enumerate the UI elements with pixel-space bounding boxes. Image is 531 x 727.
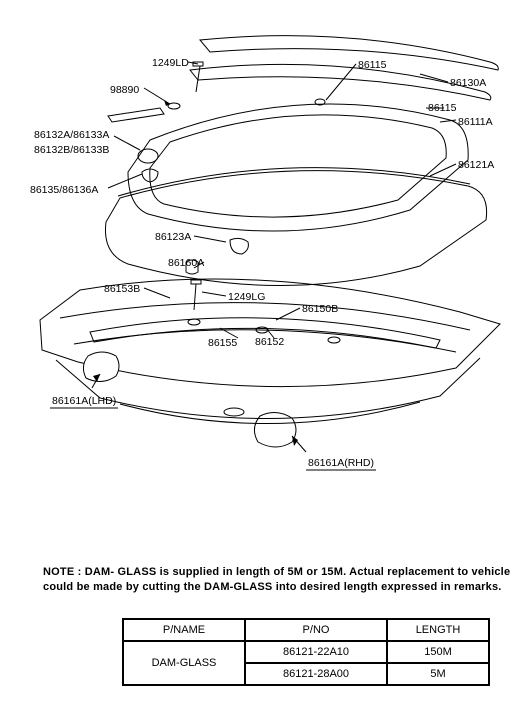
cell-pno-2: 86121-28A00 — [245, 663, 387, 685]
col-pname: P/NAME — [123, 619, 245, 641]
callout-98890: 98890 — [110, 85, 139, 97]
callout-86155: 86155 — [208, 338, 237, 350]
col-length: LENGTH — [387, 619, 489, 641]
cell-len-1: 150M — [387, 641, 489, 663]
note-text: NOTE : DAM- GLASS is supplied in length … — [43, 565, 515, 595]
callout-86115-top: 86115 — [358, 60, 386, 72]
callout-86161A-lhd: 86161A(LHD) — [52, 396, 116, 408]
callout-86160A: 86160A — [168, 258, 204, 270]
cell-pname: DAM-GLASS — [123, 641, 245, 685]
callout-86153B: 86153B — [104, 284, 140, 296]
col-pno: P/NO — [245, 619, 387, 641]
callout-86115-right: 86115 — [428, 103, 456, 115]
callout-86152: 86152 — [255, 337, 284, 349]
callout-86123A: 86123A — [155, 232, 191, 244]
cell-pno-1: 86121-22A10 — [245, 641, 387, 663]
cell-len-2: 5M — [387, 663, 489, 685]
callout-86132A-86133A: 86132A/86133A — [34, 130, 109, 142]
callout-86121A: 86121A — [458, 160, 494, 172]
callout-86161A-rhd: 86161A(RHD) — [308, 458, 374, 470]
callout-86150B: 86150B — [302, 304, 338, 316]
note-body: DAM- GLASS is supplied in length of 5M o… — [43, 566, 510, 593]
callout-86130A: 86130A — [450, 78, 486, 90]
table-row: DAM-GLASS 86121-22A10 150M — [123, 641, 489, 663]
table-header-row: P/NAME P/NO LENGTH — [123, 619, 489, 641]
callout-1249LD: 1249LD — [152, 58, 189, 70]
note-label: NOTE : — [43, 566, 85, 578]
callout-86135-86136A: 86135/86136A — [30, 185, 98, 197]
callout-86111A: 86111A — [458, 117, 493, 129]
page-root: 1249LD 98890 86115 86130A 86115 86111A 8… — [0, 0, 531, 727]
callout-86132B-86133B: 86132B/86133B — [34, 145, 109, 157]
callout-1249LG: 1249LG — [228, 292, 265, 304]
dam-glass-table: P/NAME P/NO LENGTH DAM-GLASS 86121-22A10… — [122, 618, 490, 686]
